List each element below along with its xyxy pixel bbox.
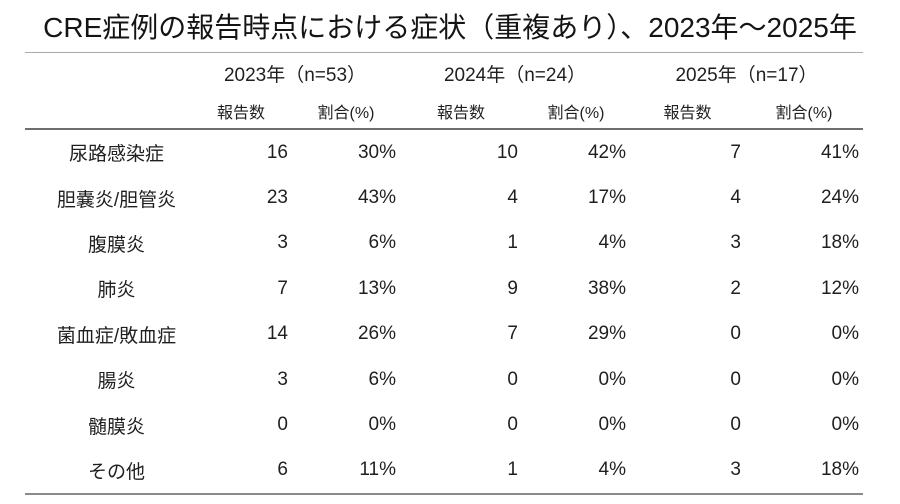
cell-2024-count: 0 <box>507 414 518 436</box>
cell-2023-percent: 6% <box>368 232 396 254</box>
row-label: 胆嚢炎/胆管炎 <box>56 189 177 211</box>
cell-2025-count: 2 <box>730 277 741 299</box>
cell-2023-count: 14 <box>266 323 288 345</box>
cell-2025-percent: 41% <box>820 141 859 163</box>
cell-2023-percent: 0% <box>368 414 396 436</box>
col-group-2024: 2024年（n=24） <box>443 64 587 86</box>
table-header-sub-row: 報告数 割合(%) 報告数 割合(%) 報告数 割合(%) <box>25 93 863 130</box>
cell-2023-count: 3 <box>277 232 288 254</box>
cell-2025-percent: 18% <box>820 232 859 254</box>
row-label: その他 <box>87 461 145 483</box>
cell-2024-percent: 17% <box>587 187 626 209</box>
cell-2024-percent: 38% <box>587 277 626 299</box>
cell-2024-percent: 42% <box>587 141 626 163</box>
cell-2023-count: 3 <box>277 368 288 390</box>
cell-2023-count: 16 <box>266 141 288 163</box>
symptoms-table: 2023年（n=53） 2024年（n=24） 2025年（n=17） 報告数 … <box>25 52 863 496</box>
cell-2025-count: 0 <box>730 323 741 345</box>
table-header-group-row: 2023年（n=53） 2024年（n=24） 2025年（n=17） <box>25 53 863 93</box>
row-label: 腹膜炎 <box>87 234 145 256</box>
row-label: 腸炎 <box>97 371 136 393</box>
cell-2023-count: 0 <box>277 414 288 436</box>
col-group-2023: 2023年（n=53） <box>223 64 367 86</box>
col-group-2025: 2025年（n=17） <box>675 64 818 86</box>
table-row: 菌血症/敗血症 14 26% 7 29% 0 0% <box>25 312 863 357</box>
cell-2024-percent: 4% <box>598 459 626 481</box>
table-row: その他 6 11% 1 4% 3 18% <box>25 448 863 493</box>
cell-2023-percent: 11% <box>359 459 396 481</box>
cell-2023-percent: 43% <box>357 187 396 209</box>
cell-2025-count: 3 <box>730 232 741 254</box>
cell-2024-count: 4 <box>507 187 518 209</box>
cell-2023-count: 6 <box>277 459 288 481</box>
cell-2024-percent: 29% <box>587 323 626 345</box>
cell-2025-count: 0 <box>730 414 741 436</box>
table-row: 胆嚢炎/胆管炎 23 43% 4 17% 4 24% <box>25 175 863 220</box>
subheader-2023-percent: 割合(%) <box>317 104 375 122</box>
row-label: 菌血症/敗血症 <box>56 325 177 347</box>
cell-2023-percent: 13% <box>357 277 396 299</box>
page-title: CRE症例の報告時点における症状（重複あり）、2023年～2025年 <box>43 12 857 43</box>
cell-2024-count: 9 <box>507 277 518 299</box>
cell-2025-count: 3 <box>730 459 741 481</box>
table-row: 髄膜炎 0 0% 0 0% 0 0% <box>25 402 863 447</box>
cell-2024-count: 7 <box>507 323 518 345</box>
cell-2024-count: 10 <box>496 141 518 163</box>
cell-2023-count: 7 <box>277 277 288 299</box>
table-row: 肺炎 7 13% 9 38% 2 12% <box>25 266 863 311</box>
cell-2023-percent: 26% <box>357 323 396 345</box>
cell-2024-count: 1 <box>507 232 518 254</box>
cell-2023-percent: 30% <box>357 141 396 163</box>
cell-2025-count: 0 <box>730 368 741 390</box>
cell-2023-percent: 6% <box>368 368 396 390</box>
cell-2025-count: 7 <box>730 141 741 163</box>
cell-2025-percent: 12% <box>820 277 859 299</box>
table-row: 腸炎 3 6% 0 0% 0 0% <box>25 357 863 402</box>
cell-2025-count: 4 <box>730 187 741 209</box>
subheader-2023-count: 報告数 <box>216 104 265 122</box>
subheader-2024-count: 報告数 <box>436 104 485 122</box>
cell-2024-count: 0 <box>507 368 518 390</box>
row-label: 尿路感染症 <box>68 144 164 166</box>
cell-2025-percent: 0% <box>831 368 859 390</box>
subheader-2025-count: 報告数 <box>663 104 712 122</box>
cell-2025-percent: 24% <box>820 187 859 209</box>
row-label: 髄膜炎 <box>87 416 145 438</box>
table-row: 腹膜炎 3 6% 1 4% 3 18% <box>25 221 863 266</box>
subheader-2025-percent: 割合(%) <box>775 104 833 122</box>
cell-2024-percent: 0% <box>598 368 626 390</box>
cell-2024-count: 1 <box>507 459 518 481</box>
cell-2025-percent: 0% <box>831 414 859 436</box>
table-row: 尿路感染症 16 30% 10 42% 7 41% <box>25 130 863 175</box>
cell-2024-percent: 4% <box>598 232 626 254</box>
cell-2023-count: 23 <box>266 187 288 209</box>
cell-2025-percent: 0% <box>831 323 859 345</box>
cell-2024-percent: 0% <box>598 414 626 436</box>
cell-2025-percent: 18% <box>820 459 859 481</box>
subheader-2024-percent: 割合(%) <box>547 104 605 122</box>
row-label: 肺炎 <box>97 280 136 302</box>
